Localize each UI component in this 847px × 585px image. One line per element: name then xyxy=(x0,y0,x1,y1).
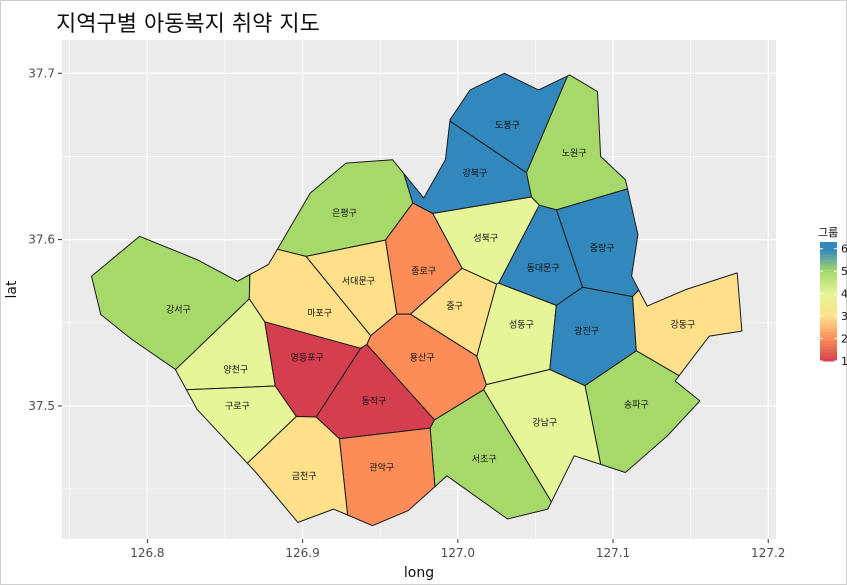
legend-color-step xyxy=(820,265,837,270)
legend-title: 그룹 xyxy=(818,226,838,239)
district-label: 은평구 xyxy=(332,208,357,219)
x-tick-label: 127.0 xyxy=(441,546,475,560)
district-label: 영등포구 xyxy=(291,353,324,364)
legend-label: 6 xyxy=(841,243,847,256)
district-label: 도봉구 xyxy=(495,120,520,131)
legend-color-step xyxy=(820,289,837,294)
district-label: 강남구 xyxy=(532,418,557,429)
legend-color-step xyxy=(820,343,837,347)
district-label: 강동구 xyxy=(670,319,695,330)
legend-color-step xyxy=(820,334,837,338)
district-label: 구로구 xyxy=(225,401,250,412)
legend-color-step xyxy=(820,349,837,353)
legend-color-step xyxy=(820,280,837,285)
legend-color-step xyxy=(820,292,837,297)
district-label: 서초구 xyxy=(472,454,497,465)
district-label: 종로구 xyxy=(411,266,436,277)
legend-color-step xyxy=(820,313,837,317)
legend-color-step xyxy=(820,242,837,246)
legend-color-step xyxy=(820,304,837,308)
legend-color-step xyxy=(820,259,837,264)
district-region xyxy=(584,350,701,473)
legend-label: 3 xyxy=(841,310,847,323)
district-label: 강북구 xyxy=(462,168,487,179)
legend-color-step xyxy=(820,301,837,305)
legend-color-step xyxy=(820,247,837,252)
legend-color-step xyxy=(820,307,837,311)
district-label: 용산구 xyxy=(410,353,435,364)
district-region xyxy=(483,369,602,503)
legend-label: 4 xyxy=(841,288,847,301)
district-label: 중랑구 xyxy=(590,242,615,254)
legend-color-step xyxy=(820,253,837,258)
legend-color-step xyxy=(820,295,837,300)
district-region xyxy=(632,272,743,377)
x-axis-title: long xyxy=(404,565,434,581)
axes: 126.8 126.9 127.0 127.1 127.2 37.5 37.6 37.7 lon… xyxy=(4,66,785,581)
x-tick-label: 127.2 xyxy=(751,546,785,560)
legend-color-step xyxy=(820,262,837,267)
legend-label: 5 xyxy=(841,265,847,278)
district-label: 성북구 xyxy=(473,233,498,244)
y-tick-label: 37.7 xyxy=(28,66,55,80)
legend-color-step xyxy=(820,310,837,314)
y-tick-label: 37.6 xyxy=(28,233,55,247)
legend-color-step xyxy=(820,328,837,332)
x-tick-label: 126.9 xyxy=(285,546,319,560)
district-regions xyxy=(91,72,743,527)
district-label: 성동구 xyxy=(509,319,534,330)
district-label: 양천구 xyxy=(223,364,248,375)
legend-color-step xyxy=(820,331,837,335)
legend-color-step xyxy=(820,358,837,362)
legend-color-step xyxy=(820,325,837,329)
district-label: 서대문구 xyxy=(342,276,375,287)
legend-label: 1 xyxy=(841,355,847,368)
legend-color-step xyxy=(820,283,837,288)
legend-color-step xyxy=(820,268,837,273)
district-label: 광진구 xyxy=(574,325,599,337)
legend-color-step xyxy=(820,319,837,323)
legend-color-step xyxy=(820,346,837,350)
district-label: 관악구 xyxy=(369,461,394,473)
chart-title: 지역구별 아동복지 취약 지도 xyxy=(56,12,320,37)
district-label: 동대문구 xyxy=(527,263,560,274)
district-label: 강서구 xyxy=(166,304,191,315)
legend-color-step xyxy=(820,322,837,326)
district-label: 마포구 xyxy=(307,308,332,319)
district-label: 금천구 xyxy=(292,471,317,482)
x-tick-label: 126.8 xyxy=(130,546,164,560)
district-label: 송파구 xyxy=(624,399,649,410)
legend-color-step xyxy=(820,244,837,249)
legend-label: 2 xyxy=(841,333,847,346)
district-region xyxy=(246,416,349,523)
district-label: 중구 xyxy=(446,301,463,312)
legend-color-step xyxy=(820,352,837,356)
legend-color-step xyxy=(820,355,837,359)
district-label: 동작구 xyxy=(362,396,387,407)
legend-color-step xyxy=(820,274,837,279)
district-label: 노원구 xyxy=(562,148,587,159)
y-axis-title: lat xyxy=(4,280,20,298)
legend-color-step xyxy=(820,340,837,344)
x-tick-label: 127.1 xyxy=(596,546,630,560)
legend-color-step xyxy=(820,337,837,341)
legend-color-step xyxy=(820,286,837,291)
legend: 그룹 1 2 3 4 5 6 xyxy=(818,226,847,368)
legend-color-step xyxy=(820,277,837,282)
legend-color-step xyxy=(820,271,837,276)
y-tick-label: 37.5 xyxy=(28,399,55,413)
legend-color-step xyxy=(820,298,837,302)
legend-color-step xyxy=(820,256,837,261)
legend-color-step xyxy=(820,250,837,255)
legend-color-step xyxy=(820,316,837,320)
